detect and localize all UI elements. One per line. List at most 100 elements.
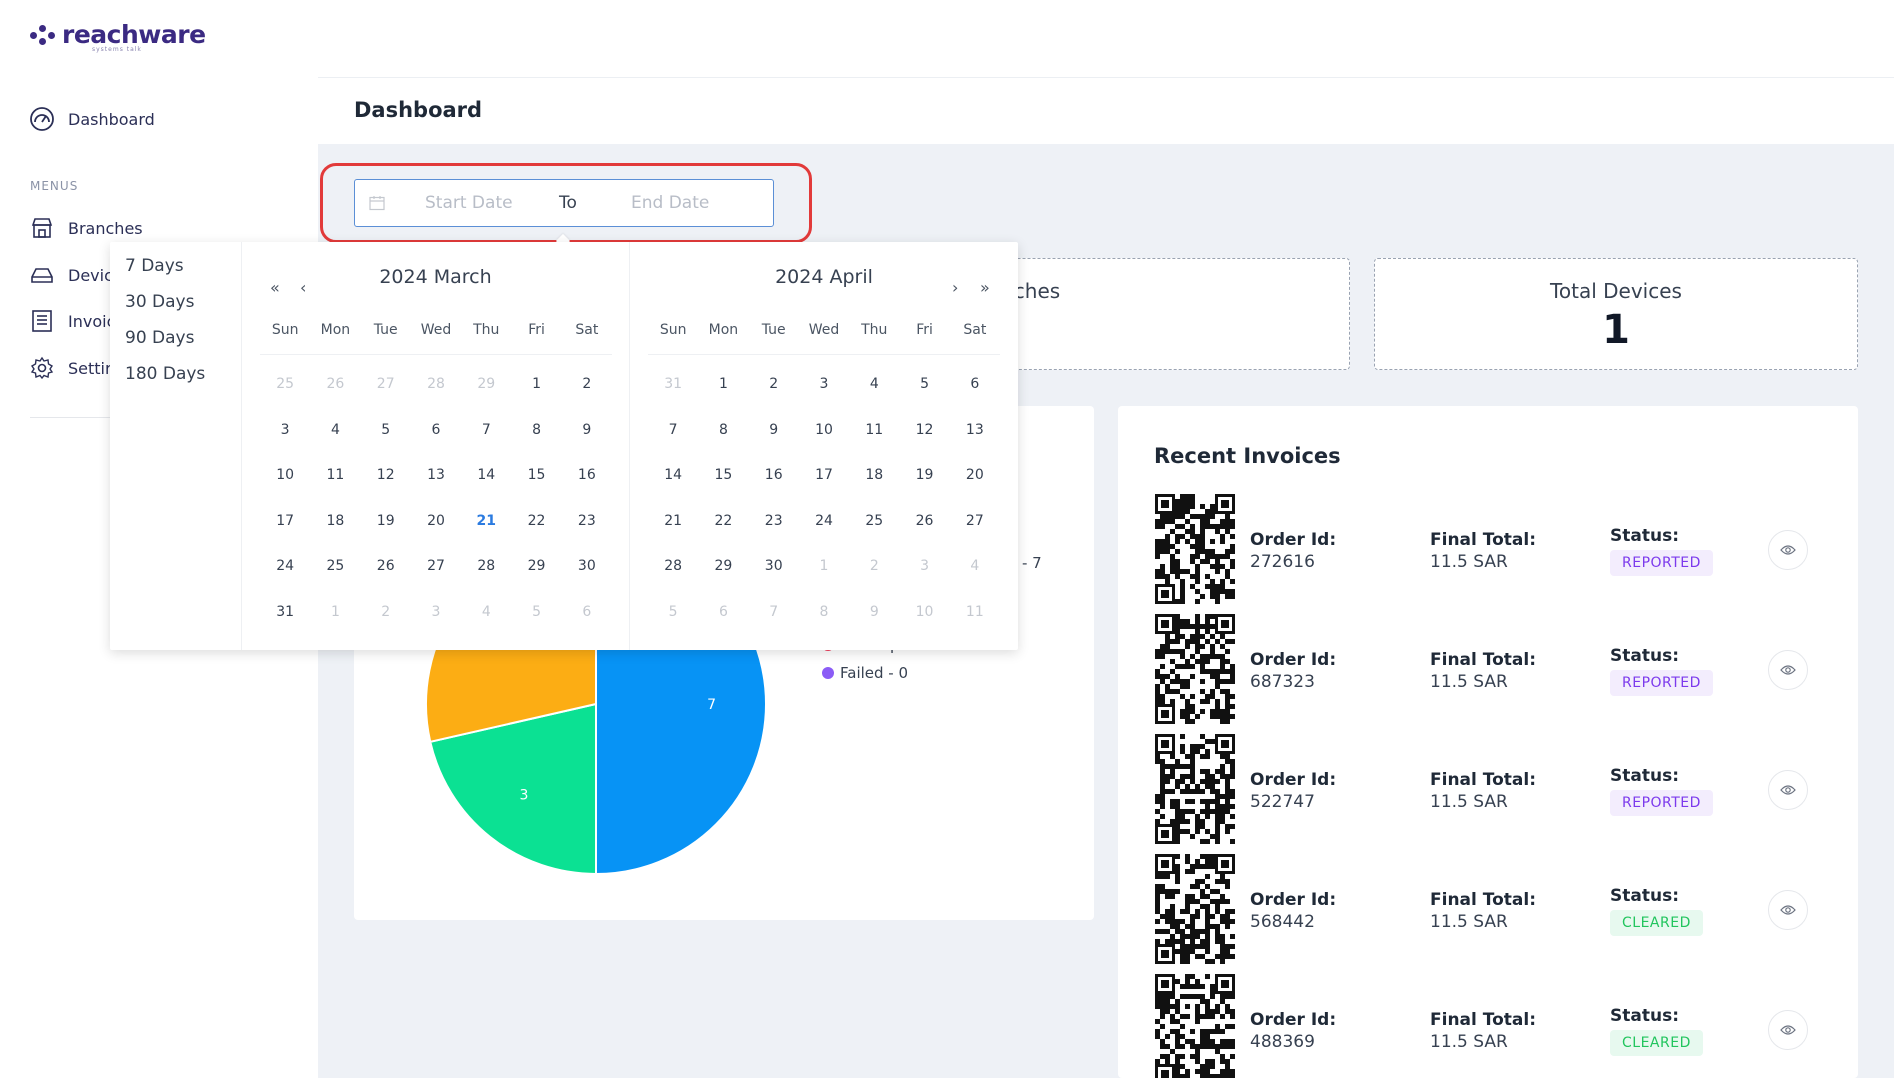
calendar-day[interactable]: 28 <box>477 558 496 574</box>
calendar-day[interactable]: 20 <box>965 467 984 483</box>
prev-year-icon[interactable]: « <box>270 278 280 297</box>
prev-month-icon[interactable]: ‹ <box>300 278 307 297</box>
calendar-day[interactable]: 24 <box>815 512 833 529</box>
calendar-day[interactable]: 21 <box>664 512 683 529</box>
calendar-day[interactable]: 20 <box>427 512 445 529</box>
calendar-day[interactable]: 6 <box>431 421 441 438</box>
calendar-day[interactable]: 28 <box>664 558 683 574</box>
calendar-day[interactable]: 3 <box>819 376 829 392</box>
calendar-day[interactable]: 30 <box>577 558 596 574</box>
calendar-day[interactable]: 1 <box>819 558 829 574</box>
calendar-day[interactable]: 10 <box>815 421 833 438</box>
calendar-day[interactable]: 26 <box>326 376 345 392</box>
calendar-day[interactable]: 26 <box>376 558 395 574</box>
calendar-day[interactable]: 25 <box>865 512 884 529</box>
calendar-day[interactable]: 19 <box>376 512 395 529</box>
calendar-day[interactable]: 19 <box>915 467 934 483</box>
calendar-day[interactable]: 1 <box>532 376 542 392</box>
calendar-day[interactable]: 7 <box>668 421 678 438</box>
calendar-day[interactable]: 27 <box>965 512 984 529</box>
next-year-icon[interactable]: » <box>980 278 990 297</box>
calendar-day[interactable]: 3 <box>431 603 441 620</box>
calendar-day[interactable]: 11 <box>865 421 884 438</box>
calendar-day[interactable]: 5 <box>668 603 678 620</box>
calendar-day[interactable]: 30 <box>764 558 783 574</box>
calendar-day[interactable]: 27 <box>427 558 445 574</box>
calendar-day[interactable]: 2 <box>381 603 391 620</box>
view-invoice-button[interactable] <box>1768 530 1808 570</box>
calendar-day[interactable]: 31 <box>276 603 295 620</box>
calendar-day[interactable]: 28 <box>427 376 445 392</box>
calendar-day[interactable]: 12 <box>376 467 395 483</box>
calendar-day[interactable]: 3 <box>280 421 290 438</box>
view-invoice-button[interactable] <box>1768 770 1808 810</box>
calendar-day[interactable]: 4 <box>481 603 491 620</box>
view-invoice-button[interactable] <box>1768 1010 1808 1050</box>
calendar-day[interactable]: 22 <box>527 512 546 529</box>
date-range-picker[interactable]: Start Date To End Date <box>354 179 774 227</box>
sidebar-item-dashboard[interactable]: Dashboard <box>30 107 155 131</box>
sidebar-item-devices[interactable]: Devic <box>30 263 113 287</box>
calendar-day[interactable]: 1 <box>330 603 340 620</box>
calendar-day-today[interactable]: 21 <box>476 512 497 529</box>
preset-180-days[interactable]: 180 Days <box>125 364 206 384</box>
end-date-input[interactable]: End Date <box>631 193 710 213</box>
calendar-day[interactable]: 14 <box>664 467 683 483</box>
calendar-day[interactable]: 13 <box>965 421 984 438</box>
calendar-day[interactable]: 2 <box>869 558 879 574</box>
calendar-day[interactable]: 7 <box>769 603 779 620</box>
calendar-day[interactable]: 11 <box>326 467 345 483</box>
calendar-day[interactable]: 13 <box>427 467 445 483</box>
calendar-day[interactable]: 17 <box>276 512 295 529</box>
calendar-day[interactable]: 10 <box>276 467 295 483</box>
calendar-day[interactable]: 8 <box>532 421 542 438</box>
sidebar-item-settings[interactable]: Settir <box>30 356 112 380</box>
pie-slice[interactable] <box>429 702 597 876</box>
sidebar-item-branches[interactable]: Branches <box>30 216 143 240</box>
calendar-day[interactable]: 26 <box>915 512 934 529</box>
calendar-day[interactable]: 17 <box>815 467 833 483</box>
sidebar-item-invoices[interactable]: Invoic <box>30 309 115 333</box>
calendar-day[interactable]: 16 <box>577 467 596 483</box>
calendar-day[interactable]: 4 <box>970 558 980 574</box>
preset-7-days[interactable]: 7 Days <box>125 256 184 276</box>
calendar-day[interactable]: 5 <box>920 376 930 392</box>
calendar-day[interactable]: 15 <box>527 467 546 483</box>
start-date-input[interactable]: Start Date <box>425 193 513 213</box>
calendar-day[interactable]: 22 <box>714 512 733 529</box>
view-invoice-button[interactable] <box>1768 890 1808 930</box>
calendar-day[interactable]: 18 <box>865 467 884 483</box>
preset-90-days[interactable]: 90 Days <box>125 328 195 348</box>
calendar-day[interactable]: 10 <box>915 603 934 620</box>
calendar-day[interactable]: 5 <box>381 421 391 438</box>
calendar-day[interactable]: 6 <box>718 603 728 620</box>
calendar-day[interactable]: 12 <box>915 421 934 438</box>
calendar-day[interactable]: 2 <box>582 376 592 392</box>
calendar-day[interactable]: 9 <box>582 421 592 438</box>
calendar-day[interactable]: 9 <box>769 421 779 438</box>
calendar-day[interactable]: 4 <box>869 376 879 392</box>
calendar-day[interactable]: 29 <box>477 376 496 392</box>
calendar-day[interactable]: 25 <box>326 558 345 574</box>
calendar-day[interactable]: 1 <box>718 376 728 392</box>
view-invoice-button[interactable] <box>1768 650 1808 690</box>
calendar-day[interactable]: 29 <box>527 558 546 574</box>
calendar-day[interactable]: 29 <box>714 558 733 574</box>
next-month-icon[interactable]: › <box>952 278 959 297</box>
calendar-day[interactable]: 5 <box>532 603 542 620</box>
calendar-day[interactable]: 14 <box>477 467 496 483</box>
calendar-day[interactable]: 31 <box>664 376 683 392</box>
calendar-day[interactable]: 6 <box>582 603 592 620</box>
calendar-day[interactable]: 25 <box>276 376 295 392</box>
calendar-day[interactable]: 8 <box>819 603 829 620</box>
calendar-day[interactable]: 6 <box>970 376 980 392</box>
calendar-day[interactable]: 3 <box>920 558 930 574</box>
calendar-day[interactable]: 27 <box>376 376 395 392</box>
calendar-day[interactable]: 23 <box>577 512 596 529</box>
calendar-day[interactable]: 23 <box>764 512 783 529</box>
calendar-day[interactable]: 24 <box>276 558 295 574</box>
calendar-day[interactable]: 18 <box>326 512 345 529</box>
calendar-day[interactable]: 16 <box>764 467 783 483</box>
calendar-day[interactable]: 15 <box>714 467 733 483</box>
preset-30-days[interactable]: 30 Days <box>125 292 195 312</box>
